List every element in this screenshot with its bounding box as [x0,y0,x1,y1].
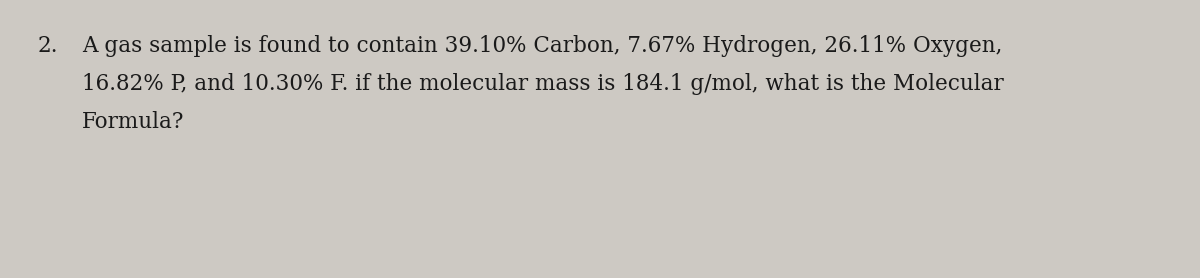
Text: 16.82% P, and 10.30% F. if the molecular mass is 184.1 g/mol, what is the Molecu: 16.82% P, and 10.30% F. if the molecular… [82,73,1003,95]
Text: A gas sample is found to contain 39.10% Carbon, 7.67% Hydrogen, 26.11% Oxygen,: A gas sample is found to contain 39.10% … [82,35,1002,57]
Text: Formula?: Formula? [82,111,185,133]
Text: 2.: 2. [38,35,59,57]
